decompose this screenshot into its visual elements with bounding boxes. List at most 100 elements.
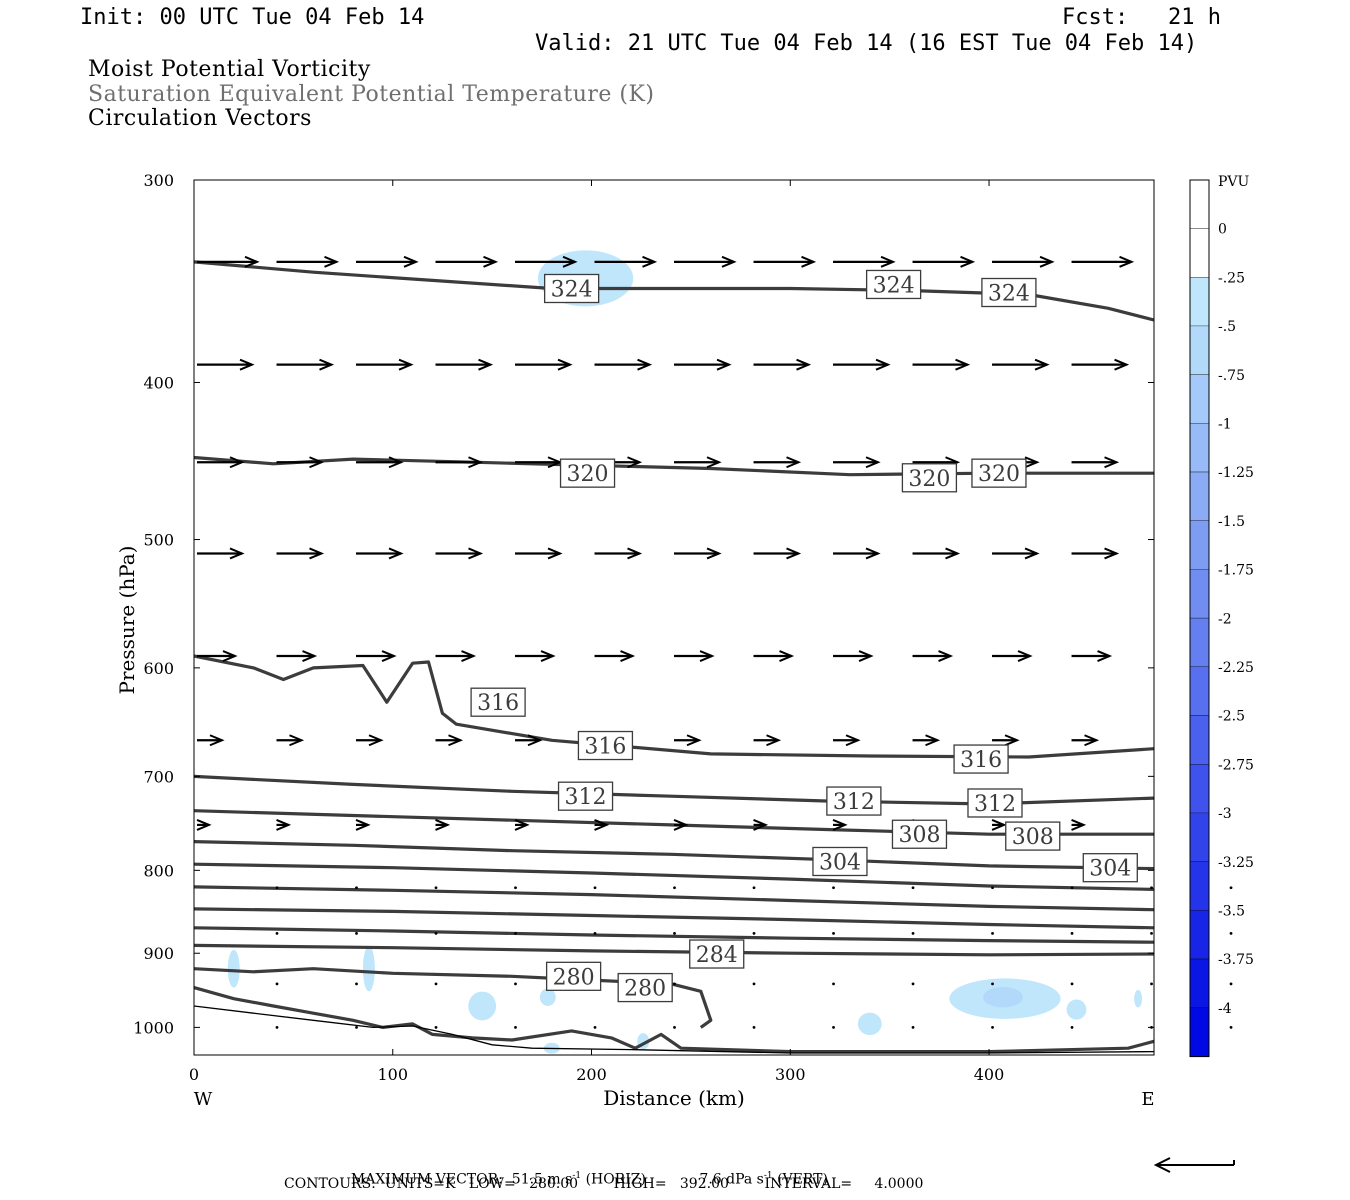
axes: 300 400 500 600 700 800 900 1000 0 100 200 300 400: [133, 171, 1154, 1084]
init-time: Init: 00 UTC Tue 04 Feb 14: [80, 5, 425, 30]
y-tick-label: 600: [143, 659, 174, 678]
colorbar-label: -1.75: [1218, 563, 1254, 579]
vector-arrowhead: [403, 255, 419, 268]
vector-dot: [752, 886, 756, 890]
vector-arrowhead: [642, 255, 658, 268]
vector-arrowhead: [448, 734, 464, 747]
vector-dot: [832, 982, 835, 986]
colorbar-segment: [1190, 277, 1209, 327]
legend-line-1: Moist Potential Vorticity: [88, 57, 371, 82]
vector-dot: [911, 982, 915, 986]
vector-arrowhead: [991, 818, 1007, 831]
colorbar-label: -1.25: [1218, 465, 1254, 481]
colorbar-segment: [1190, 813, 1209, 862]
theta-contour-284: [193, 943, 1155, 957]
theta-contour-304: [193, 840, 1155, 871]
y-tick-label: 900: [143, 944, 174, 963]
vector-dot: [1070, 932, 1074, 935]
vector-arrowhead: [627, 547, 643, 560]
vector-dot: [275, 982, 279, 986]
pv-patch: [362, 946, 375, 992]
max-vector-vert-units: dPa s: [726, 1171, 764, 1188]
vector-arrowhead: [1104, 547, 1120, 560]
x-axis-east-label: E: [1141, 1089, 1154, 1110]
vector-dot: [752, 982, 756, 986]
contour-label: 308: [898, 823, 940, 848]
colorbar-segment: [1190, 374, 1209, 424]
vector-arrowhead: [620, 650, 636, 662]
colorbar-label: -2.25: [1218, 660, 1254, 676]
colorbar-label: -2: [1218, 611, 1232, 627]
pv-colorbar: PVU 0 -.25 -.5 -.75 -1 -1.25 -1.5 -1.75 -2 -2.25 -2…: [1189, 174, 1254, 1058]
vector-arrowhead: [1017, 650, 1033, 662]
vector-arrowhead: [766, 734, 782, 747]
vector-dot: [1150, 982, 1153, 986]
pv-patch: [468, 991, 497, 1021]
x-tick-label: 100: [377, 1065, 408, 1084]
vector-dot: [832, 1025, 835, 1029]
legend-line-3: Circulation Vectors: [88, 106, 312, 131]
x-tick-label: 0: [189, 1065, 199, 1084]
contour-label-box: [543, 273, 600, 304]
vector-arrowhead: [547, 547, 563, 560]
vector-dot: [991, 982, 994, 986]
vector-dot: [673, 886, 676, 890]
contour-label: 324: [873, 273, 915, 298]
legend-line-2: Saturation Equivalent Potential Temperat…: [88, 82, 655, 107]
vector-dot: [1229, 982, 1233, 986]
pv-patch: [983, 986, 1023, 1008]
vector-dot: [911, 932, 915, 935]
vector-dot: [593, 886, 597, 890]
colorbar-segment: [1190, 423, 1209, 473]
vector-arrowhead: [832, 818, 848, 831]
vector-arrowhead: [398, 358, 414, 371]
contour-label: 312: [974, 792, 1016, 817]
contour-label-box: [981, 277, 1037, 308]
vector-arrowhead: [468, 456, 484, 469]
contour-label-box: [545, 961, 602, 991]
vector-arrowhead: [786, 547, 802, 560]
max-vector-info: MAXIMUM VECTOR: 51.5 m s-1 (HORIZ) 7.6 d…: [342, 1158, 828, 1187]
vector-arrowhead: [209, 734, 225, 747]
vector-dot: [752, 932, 756, 935]
max-vector-vert-tag: (VERT): [777, 1171, 828, 1188]
contour-label: 284: [696, 943, 738, 968]
vector-dot: [434, 1025, 438, 1029]
contour-label-box: [577, 730, 634, 761]
vector-arrowhead: [1004, 734, 1020, 747]
max-vector-horiz-exp: -1: [572, 1171, 582, 1181]
pv-patch: [1134, 989, 1143, 1008]
vector-arrowhead: [945, 547, 961, 560]
vector-arrowhead: [1104, 456, 1120, 469]
colorbar-label: -.25: [1218, 270, 1245, 286]
colorbar-segment: [1190, 667, 1209, 716]
vector-arrowhead: [716, 358, 732, 371]
vector-arrowhead: [801, 255, 817, 268]
colorbar-segment: [1190, 326, 1209, 375]
forecast-hour: 21 h: [1168, 5, 1221, 30]
vector-arrowhead: [1084, 734, 1100, 747]
vector-dot: [673, 1025, 676, 1029]
vector-arrowhead: [239, 358, 255, 371]
colorbar-segment: [1190, 520, 1209, 570]
colorbar-label: -4: [1218, 1001, 1232, 1017]
vector-arrowhead: [594, 818, 610, 831]
pv-patch: [227, 949, 240, 988]
vector-dot: [514, 1025, 517, 1029]
vector-arrowhead: [478, 358, 494, 371]
terrain-profile: [193, 1005, 1155, 1054]
vector-arrowhead: [483, 255, 499, 268]
vector-dot: [434, 982, 438, 986]
colorbar-segment: [1190, 618, 1209, 667]
colorbar-segment: [1190, 715, 1209, 765]
contours-info: CONTOURS: UNITS=K LOW= 280.00 HIGH= 392.…: [284, 1176, 924, 1192]
vector-arrowhead: [858, 650, 874, 662]
contour-label-box: [689, 939, 745, 969]
vector-dot: [1229, 932, 1233, 935]
contour-label-box: [1005, 821, 1061, 851]
vector-arrowhead: [388, 456, 404, 469]
contour-labels: 324 324 324 320 320 320 316 316 316 312 312 312 308 3…: [470, 269, 1138, 1003]
contour-label-box: [967, 788, 1023, 818]
colorbar-label: -3: [1218, 806, 1232, 822]
colorbar-label: -3.25: [1218, 855, 1254, 871]
